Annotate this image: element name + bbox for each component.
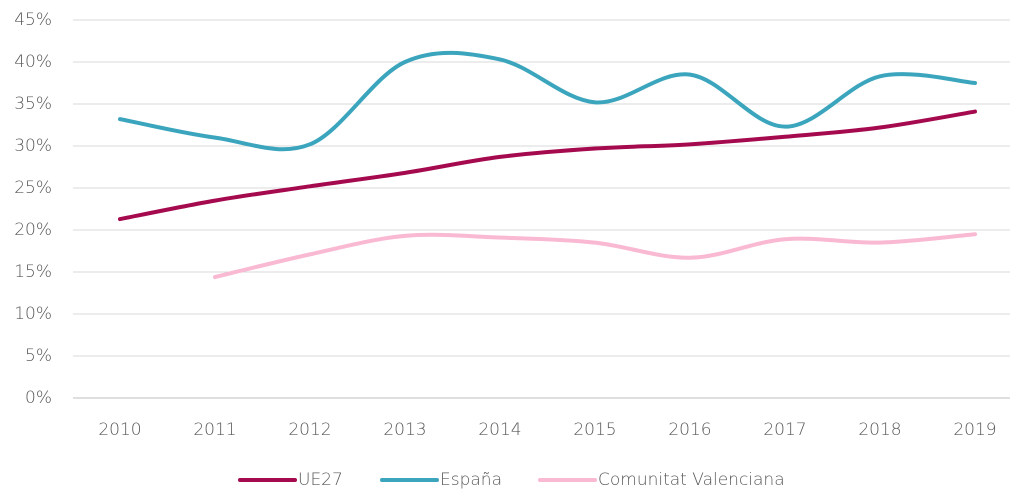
x-tick-label: 2011	[193, 420, 236, 440]
series-line	[118, 50, 977, 152]
y-tick-label: 45%	[14, 10, 52, 30]
series-line	[213, 232, 977, 280]
x-tick-label: 2017	[763, 420, 806, 440]
series-line	[118, 109, 977, 222]
x-tick-label: 2016	[668, 420, 711, 440]
x-tick-label: 2015	[573, 420, 616, 440]
x-tick-label: 2013	[383, 420, 426, 440]
x-tick-label: 2012	[288, 420, 331, 440]
y-tick-label: 40%	[14, 52, 52, 72]
legend-label: UE27	[298, 470, 343, 490]
y-tick-label: 5%	[25, 346, 52, 366]
y-tick-label: 15%	[14, 262, 52, 282]
y-tick-label: 20%	[14, 220, 52, 240]
y-tick-label: 35%	[14, 94, 52, 114]
y-tick-label: 0%	[25, 388, 52, 408]
x-tick-label: 2010	[98, 420, 141, 440]
y-tick-label: 25%	[14, 178, 52, 198]
legend-label: Comunitat Valenciana	[598, 470, 785, 490]
y-tick-label: 30%	[14, 136, 52, 156]
x-tick-label: 2018	[858, 420, 901, 440]
y-tick-label: 10%	[14, 304, 52, 324]
x-tick-label: 2014	[478, 420, 521, 440]
x-tick-label: 2019	[953, 420, 996, 440]
legend-label: España	[440, 470, 502, 490]
